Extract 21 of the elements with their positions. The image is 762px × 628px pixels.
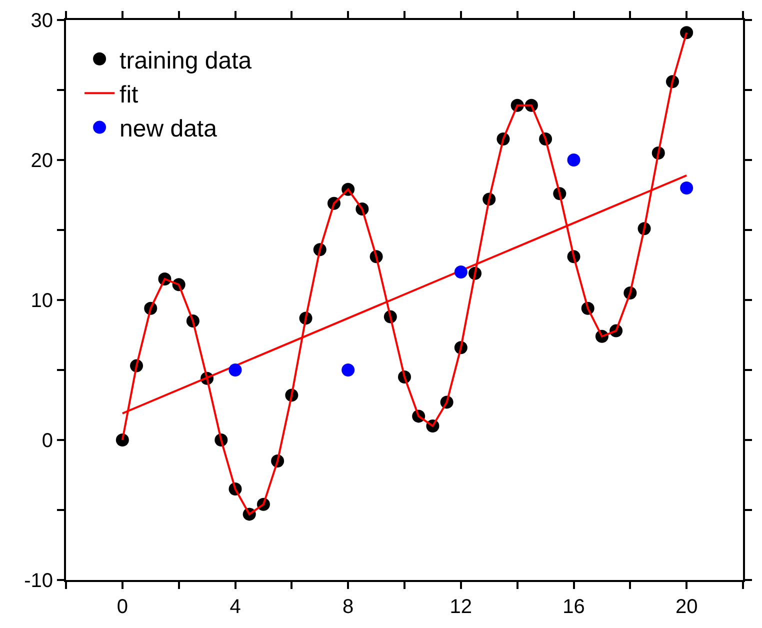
x-tick-label: 4 [230,596,241,618]
point [454,266,468,278]
y-tick-label: -10 [24,570,53,592]
point [680,182,694,194]
point [342,364,355,376]
point [228,364,242,376]
legend-label: fit [120,81,139,108]
y-tick-label: 10 [30,290,53,312]
point [567,154,580,166]
y-tick-label: 20 [30,150,53,172]
point [116,434,129,446]
x-tick-label: 12 [450,596,472,618]
x-tick-label: 20 [675,596,698,618]
y-tick-label: 30 [30,10,53,32]
x-tick-label: 16 [562,596,585,618]
x-tick-label: 8 [342,596,354,618]
legend-label: new data [120,116,218,143]
y-tick-label: 0 [42,430,53,452]
legend-label: training data [120,47,252,74]
point [680,26,694,40]
x-tick-label: 0 [116,596,128,618]
